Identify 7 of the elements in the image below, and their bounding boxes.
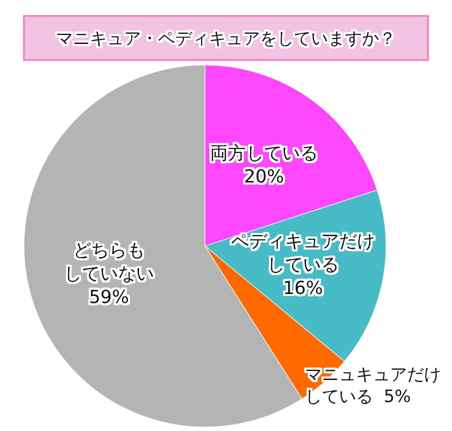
slice-label: どちらもしていない bbox=[64, 240, 154, 284]
slice-label: 両方している bbox=[210, 143, 318, 164]
slice-label: ペディキュアだけしている bbox=[231, 231, 375, 276]
data-label: 20% bbox=[244, 166, 284, 188]
data-label: 16% bbox=[282, 278, 324, 299]
chart-title: マニキュア・ペディキュアをしていますか？ bbox=[56, 28, 396, 49]
data-label: 59% bbox=[88, 286, 130, 308]
